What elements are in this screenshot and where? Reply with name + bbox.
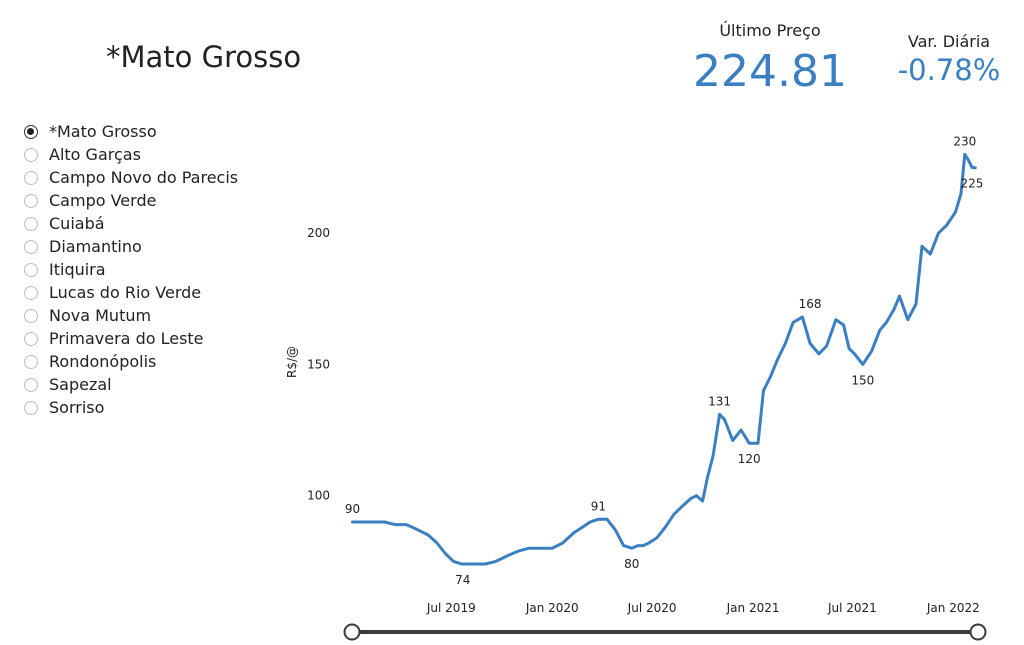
data-label: 91 (591, 499, 606, 513)
region-option[interactable]: Cuiabá (24, 212, 238, 235)
x-tick-label: Jan 2020 (525, 601, 579, 615)
region-option[interactable]: Sapezal (24, 373, 238, 396)
data-label: 131 (708, 394, 731, 408)
data-label: 168 (799, 297, 822, 311)
data-label: 74 (455, 573, 470, 587)
region-option-label: Campo Verde (49, 191, 157, 210)
radio-unchecked-icon[interactable] (24, 400, 38, 415)
data-label: 225 (961, 176, 984, 190)
x-tick-label: Jul 2021 (827, 601, 877, 615)
radio-unchecked-icon[interactable] (24, 262, 38, 277)
range-slider-start-handle[interactable] (343, 623, 361, 641)
region-option-label: Nova Mutum (49, 306, 152, 325)
radio-unchecked-icon[interactable] (24, 216, 38, 231)
radio-unchecked-icon[interactable] (24, 285, 38, 300)
region-option-label: *Mato Grosso (49, 122, 157, 141)
region-option[interactable]: Itiquira (24, 258, 238, 281)
radio-unchecked-icon[interactable] (24, 377, 38, 392)
data-label: 230 (953, 134, 976, 148)
region-option-label: Lucas do Rio Verde (49, 283, 202, 302)
radio-unchecked-icon[interactable] (24, 147, 38, 162)
radio-checked-icon[interactable] (24, 124, 38, 139)
radio-unchecked-icon[interactable] (24, 193, 38, 208)
region-option[interactable]: Campo Verde (24, 189, 238, 212)
last-price-kpi: Último Preço 224.81 (690, 21, 850, 97)
radio-unchecked-icon[interactable] (24, 331, 38, 346)
region-option-label: Diamantino (49, 237, 142, 256)
x-tick-label: Jul 2019 (426, 601, 476, 615)
region-option-label: Primavera do Leste (49, 329, 204, 348)
region-option[interactable]: Campo Novo do Parecis (24, 166, 238, 189)
last-price-label: Último Preço (719, 21, 821, 40)
daily-variation-kpi: Var. Diária -0.78% (890, 32, 1008, 87)
daily-variation-label: Var. Diária (907, 32, 991, 51)
y-tick-label: 100 (307, 489, 330, 503)
region-option-label: Campo Novo do Parecis (49, 168, 239, 187)
region-option-label: Itiquira (49, 260, 106, 279)
range-slider-end-handle[interactable] (969, 623, 987, 641)
region-option[interactable]: *Mato Grosso (24, 120, 238, 143)
region-option-label: Alto Garças (49, 145, 141, 164)
radio-unchecked-icon[interactable] (24, 354, 38, 369)
region-option[interactable]: Lucas do Rio Verde (24, 281, 238, 304)
region-option[interactable]: Rondonópolis (24, 350, 238, 373)
region-option[interactable]: Diamantino (24, 235, 238, 258)
data-label: 150 (851, 373, 874, 387)
radio-unchecked-icon[interactable] (24, 239, 38, 254)
x-tick-label: Jul 2020 (627, 601, 677, 615)
radio-unchecked-icon[interactable] (24, 170, 38, 185)
data-label: 120 (738, 452, 761, 466)
data-label: 90 (345, 502, 360, 516)
radio-unchecked-icon[interactable] (24, 308, 38, 323)
region-option[interactable]: Sorriso (24, 396, 238, 419)
region-option-label: Cuiabá (49, 214, 105, 233)
x-tick-label: Jan 2021 (726, 601, 780, 615)
region-radio-list: *Mato Grosso Alto Garças Campo Novo do Par… (24, 120, 238, 419)
y-tick-label: 200 (307, 226, 330, 240)
x-tick-label: Jan 2022 (926, 601, 980, 615)
region-option-label: Sapezal (49, 375, 112, 394)
region-option[interactable]: Primavera do Leste (24, 327, 238, 350)
region-option[interactable]: Alto Garças (24, 143, 238, 166)
last-price-value: 224.81 (693, 46, 847, 97)
region-option-label: Sorriso (49, 398, 105, 417)
region-option[interactable]: Nova Mutum (24, 304, 238, 327)
y-tick-label: 150 (307, 357, 330, 371)
data-label: 80 (624, 557, 639, 571)
region-option-label: Rondonópolis (49, 352, 157, 371)
price-series-line (351, 152, 977, 566)
y-axis-label: R$/@ (285, 346, 299, 378)
daily-variation-value: -0.78% (897, 53, 1001, 87)
page-title: *Mato Grosso (106, 40, 302, 74)
